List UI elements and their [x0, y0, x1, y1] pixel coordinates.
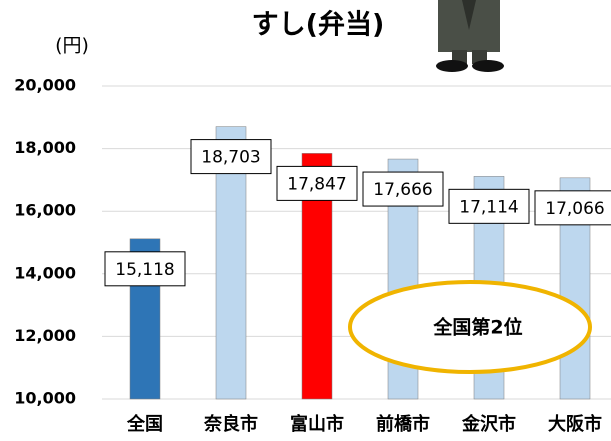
x-tick-label: 金沢市 — [461, 413, 516, 435]
annotation: 全国第2位 — [432, 316, 522, 339]
y-tick-label: 12,000 — [14, 326, 76, 345]
x-tick-label: 奈良市 — [203, 413, 258, 435]
value-label: 17,114 — [459, 197, 518, 217]
value-label: 18,703 — [201, 148, 260, 168]
x-tick-label: 富山市 — [290, 413, 344, 435]
value-label: 17,666 — [373, 180, 432, 200]
chart-title: すし(弁当) — [252, 10, 385, 41]
value-label: 15,118 — [115, 260, 174, 280]
y-tick-label: 18,000 — [14, 138, 76, 157]
x-tick-label: 全国 — [126, 413, 163, 435]
y-tick-label: 16,000 — [14, 201, 76, 220]
chart: すし(弁当) (円) 10,000 12,000 14,000 16,000 18,00… — [0, 0, 611, 441]
person-illustration — [436, 0, 504, 72]
value-label: 17,066 — [545, 199, 604, 219]
y-axis-label: (円) — [55, 35, 89, 57]
y-tick-label: 20,000 — [14, 76, 76, 95]
y-tick-label: 14,000 — [14, 263, 76, 282]
x-tick-label: 前橋市 — [376, 413, 430, 435]
y-tick-label: 10,000 — [14, 389, 76, 408]
value-label: 17,847 — [287, 174, 346, 194]
x-tick-label: 大阪市 — [548, 413, 602, 435]
